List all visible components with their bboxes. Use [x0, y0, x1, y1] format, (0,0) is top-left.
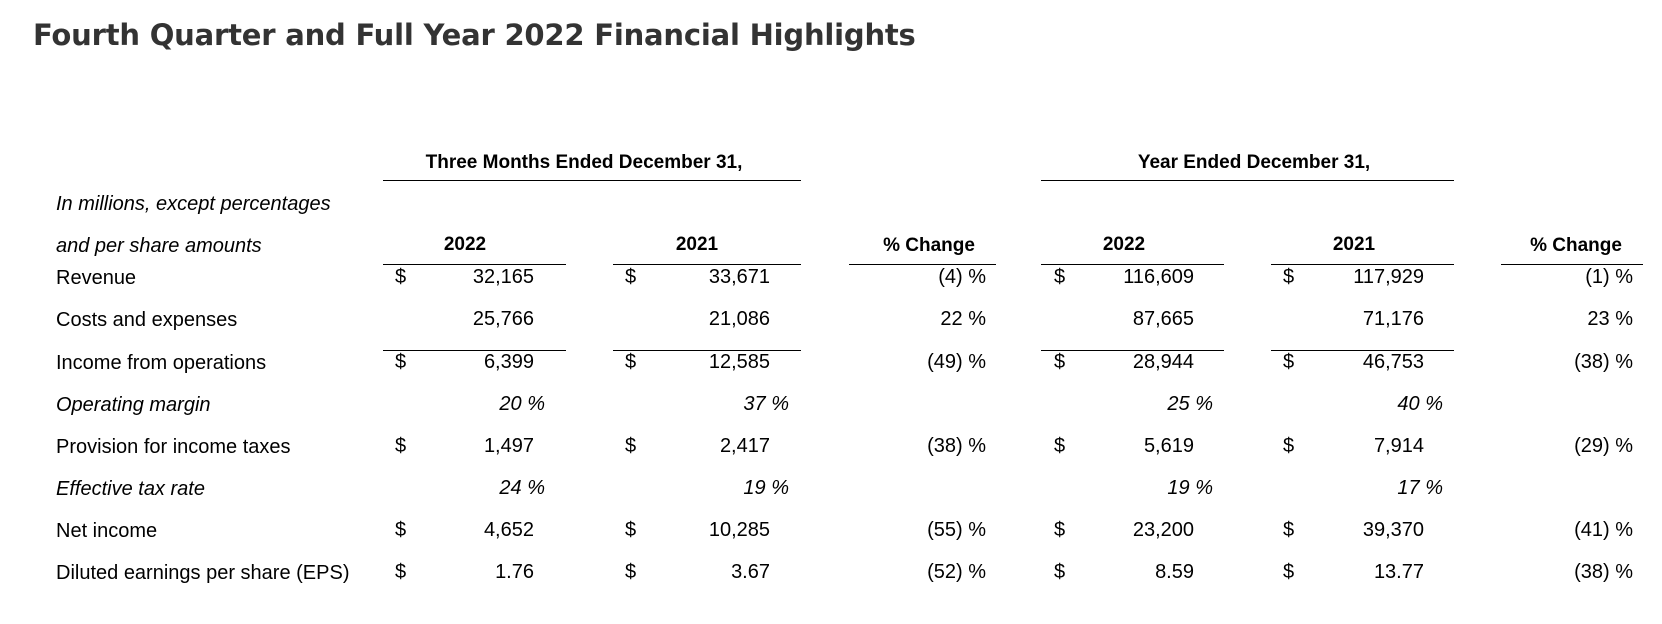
cell-q21: 33,671 [708, 266, 770, 288]
currency-symbol: $ [625, 561, 637, 583]
cell-y21: 7,914 [1373, 435, 1424, 457]
currency-symbol: $ [395, 351, 407, 373]
cell-ychg: 23 % [1587, 308, 1633, 330]
col-rule [849, 264, 996, 265]
currency-symbol: $ [395, 266, 407, 288]
cell-y22: 87,665 [1132, 308, 1194, 330]
cell-q21: 12,585 [708, 351, 770, 373]
row-label: Effective tax rate [56, 478, 205, 500]
page-title: Fourth Quarter and Full Year 2022 Financ… [33, 18, 916, 52]
subtotal-rule [1271, 350, 1454, 351]
currency-symbol: $ [625, 266, 637, 288]
cell-q21: 19 % [743, 477, 789, 499]
header-three-months: Three Months Ended December 31, [425, 152, 743, 173]
currency-symbol: $ [1054, 266, 1066, 288]
cell-qchg: 22 % [940, 308, 986, 330]
cell-qchg: (38) % [927, 435, 986, 457]
cell-q22: 1,497 [483, 435, 534, 457]
subtotal-rule [383, 350, 566, 351]
cell-qchg: (52) % [927, 561, 986, 583]
cell-y21: 17 % [1397, 477, 1443, 499]
col-rule [1041, 264, 1224, 265]
currency-symbol: $ [395, 435, 407, 457]
currency-symbol: $ [625, 519, 637, 541]
currency-symbol: $ [1054, 435, 1066, 457]
cell-y21: 71,176 [1362, 308, 1424, 330]
cell-qchg: (49) % [927, 351, 986, 373]
currency-symbol: $ [1054, 519, 1066, 541]
col-header-q-2022: 2022 [443, 234, 487, 255]
currency-symbol: $ [395, 519, 407, 541]
currency-symbol: $ [1054, 561, 1066, 583]
col-header-y-2022: 2022 [1102, 234, 1146, 255]
cell-q21: 10,285 [708, 519, 770, 541]
cell-q22: 6,399 [483, 351, 534, 373]
cell-q22: 32,165 [472, 266, 534, 288]
cell-y21: 117,929 [1353, 266, 1424, 288]
currency-symbol: $ [625, 435, 637, 457]
currency-symbol: $ [1054, 351, 1066, 373]
currency-symbol: $ [395, 561, 407, 583]
cell-y22: 8.59 [1155, 561, 1194, 583]
header-rule-three-months [383, 180, 801, 181]
col-header-y-2021: 2021 [1332, 234, 1376, 255]
currency-symbol: $ [1283, 351, 1295, 373]
row-label: Income from operations [56, 352, 267, 374]
cell-ychg: (1) % [1585, 266, 1633, 288]
col-rule [1501, 264, 1643, 265]
col-rule [383, 264, 566, 265]
row-label: Revenue [56, 267, 137, 289]
cell-q21: 21,086 [708, 308, 770, 330]
currency-symbol: $ [1283, 435, 1295, 457]
currency-symbol: $ [625, 351, 637, 373]
cell-q22: 1.76 [495, 561, 534, 583]
currency-symbol: $ [1283, 561, 1295, 583]
units-note-line-2: and per share amounts [56, 235, 262, 257]
cell-y22: 23,200 [1132, 519, 1194, 541]
cell-y21: 40 % [1397, 393, 1443, 415]
row-label: Provision for income taxes [56, 436, 291, 458]
col-rule [1271, 264, 1454, 265]
currency-symbol: $ [1283, 519, 1295, 541]
cell-q21: 37 % [743, 393, 789, 415]
cell-y22: 5,619 [1143, 435, 1194, 457]
cell-q22: 20 % [499, 393, 545, 415]
cell-ychg: (29) % [1574, 435, 1633, 457]
units-note-line-1: In millions, except percentages [56, 193, 331, 215]
header-year-ended: Year Ended December 31, [1137, 152, 1371, 173]
cell-y22: 25 % [1167, 393, 1213, 415]
currency-symbol: $ [1283, 266, 1295, 288]
cell-ychg: (38) % [1574, 351, 1633, 373]
cell-qchg: (4) % [938, 266, 986, 288]
col-header-q-2021: 2021 [675, 234, 719, 255]
cell-q22: 4,652 [483, 519, 534, 541]
cell-q22: 24 % [499, 477, 545, 499]
cell-y22: 116,609 [1123, 266, 1194, 288]
row-label: Net income [56, 520, 158, 542]
cell-q21: 3.67 [731, 561, 770, 583]
row-label: Operating margin [56, 394, 211, 416]
col-rule [613, 264, 801, 265]
cell-ychg: (38) % [1574, 561, 1633, 583]
header-rule-year [1041, 180, 1454, 181]
col-header-q-change: % Change [883, 235, 975, 256]
cell-y21: 13.77 [1373, 561, 1424, 583]
cell-q21: 2,417 [719, 435, 770, 457]
row-label: Costs and expenses [56, 309, 238, 331]
subtotal-rule [613, 350, 801, 351]
subtotal-rule [1041, 350, 1224, 351]
cell-ychg: (41) % [1574, 519, 1633, 541]
col-header-y-change: % Change [1530, 235, 1622, 256]
cell-q22: 25,766 [472, 308, 534, 330]
cell-y22: 28,944 [1132, 351, 1194, 373]
cell-y21: 46,753 [1362, 351, 1424, 373]
cell-qchg: (55) % [927, 519, 986, 541]
cell-y22: 19 % [1167, 477, 1213, 499]
row-label: Diluted earnings per share (EPS) [56, 562, 350, 584]
cell-y21: 39,370 [1362, 519, 1424, 541]
